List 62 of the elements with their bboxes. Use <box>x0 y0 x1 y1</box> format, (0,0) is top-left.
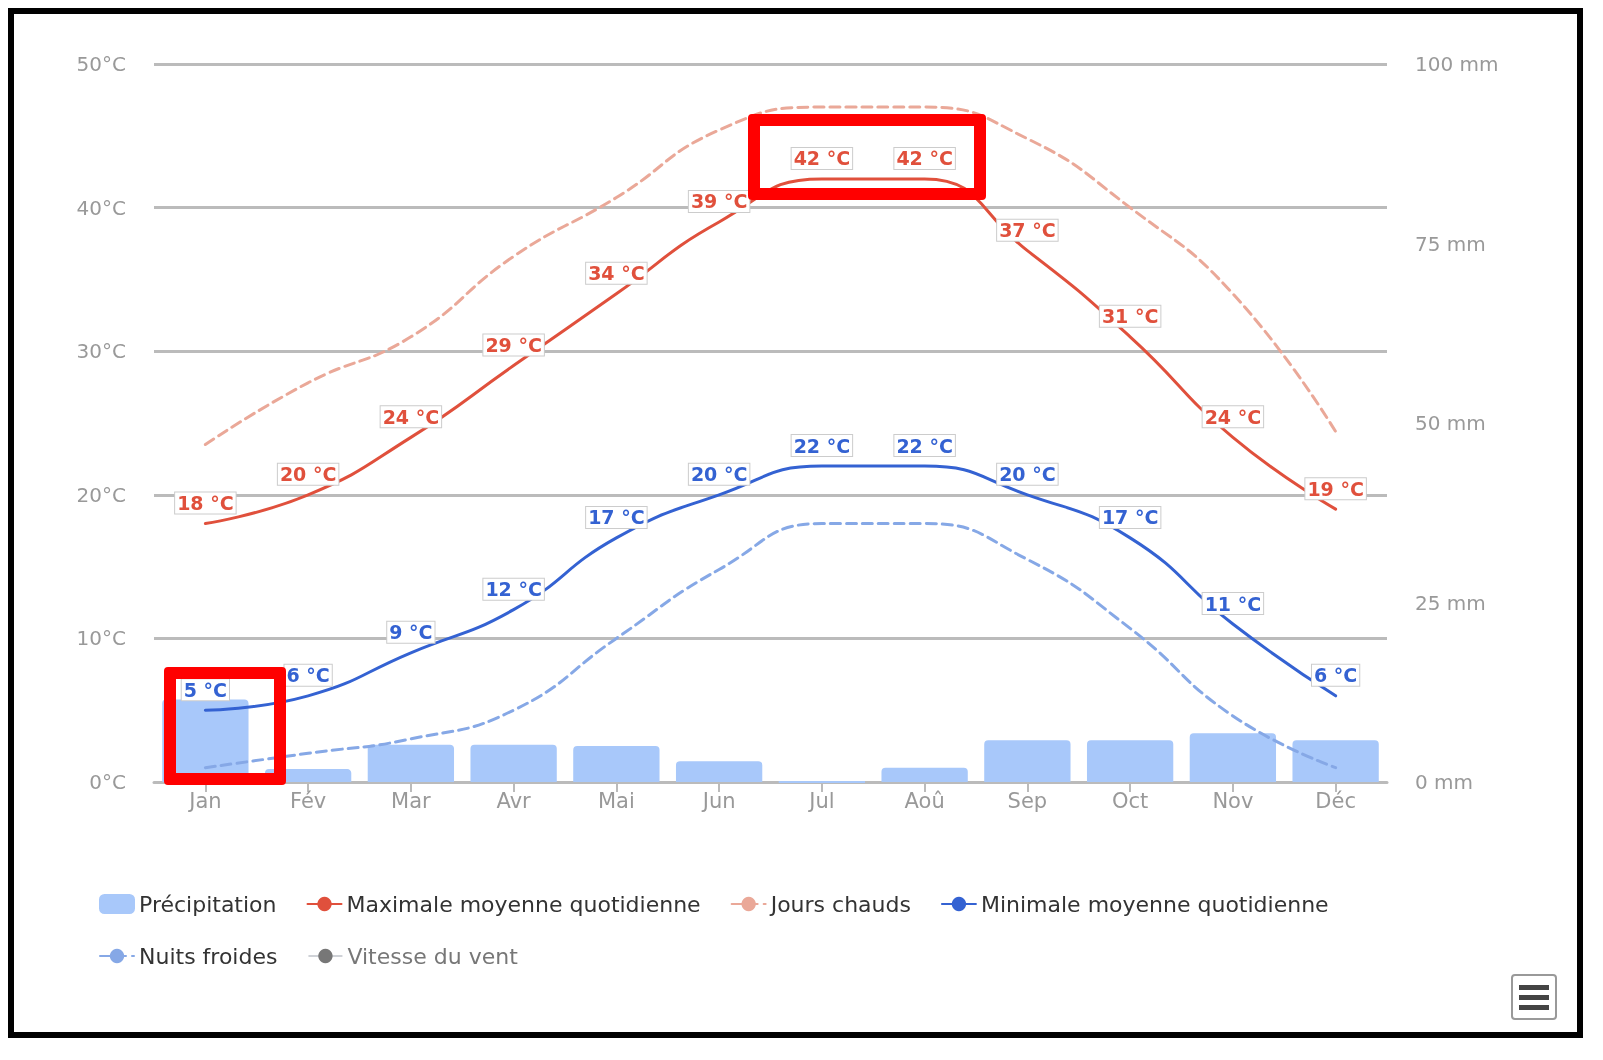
x-tick-label: Sep <box>1007 788 1048 813</box>
bar <box>675 761 763 782</box>
y-tick-label: 10°C <box>76 626 126 651</box>
data-label: 37 °C <box>999 219 1056 242</box>
x-tick-label: Aoû <box>904 788 945 813</box>
data-label: 42 °C <box>896 147 953 170</box>
data-label: 34 °C <box>588 262 645 285</box>
bar <box>1292 740 1379 782</box>
data-label: 24 °C <box>1204 405 1262 428</box>
data-label: 19 °C <box>1307 477 1364 500</box>
data-label: 6 °C <box>1313 664 1358 687</box>
data-label: 29 °C <box>485 334 542 357</box>
x-tick-label: Fév <box>289 788 327 813</box>
x-tick-label: Jun <box>700 788 736 813</box>
legend-label: Précipitation <box>139 891 277 917</box>
data-label: 18 °C <box>177 492 234 515</box>
data-label: 6 °C <box>286 664 330 687</box>
bar <box>367 744 455 782</box>
data-label: 17 °C <box>1101 506 1159 529</box>
data-label: 31 °C <box>1101 305 1159 328</box>
bar <box>984 740 1071 782</box>
x-tick-label: Nov <box>1212 788 1254 813</box>
legend-label: Minimale moyenne quotidienne <box>980 891 1329 917</box>
data-label: 20 °C <box>279 463 337 486</box>
bar <box>881 767 968 782</box>
data-label: 5 °C <box>183 678 228 701</box>
data-label: 22 °C <box>896 434 953 457</box>
data-label: 12 °C <box>485 578 542 601</box>
data-label: 11 °C <box>1204 592 1262 615</box>
y-tick-label: 20°C <box>76 482 126 507</box>
y2-tick-label: 100 mm <box>1415 52 1499 76</box>
x-tick-label: Oct <box>1111 788 1149 813</box>
legend-label: Nuits froides <box>139 943 278 969</box>
x-tick-label: Avr <box>496 788 532 813</box>
x-tick-label: Jan <box>187 788 222 813</box>
data-label: 22 °C <box>793 434 851 457</box>
y2-tick-label: 25 mm <box>1415 590 1486 615</box>
data-label: 20 °C <box>999 463 1056 486</box>
data-label: 24 °C <box>382 405 440 428</box>
legend-label: Jours chauds <box>768 891 911 917</box>
data-label: 20 °C <box>690 463 748 486</box>
y-tick-label: 40°C <box>76 195 126 220</box>
y2-tick-label: 0 mm <box>1415 770 1474 794</box>
data-label: 9 °C <box>389 621 433 644</box>
data-label: 39 °C <box>690 190 748 213</box>
bar <box>1086 740 1174 782</box>
y2-tick-label: 50 mm <box>1415 411 1486 435</box>
y-tick-label: 50°C <box>76 52 126 76</box>
bar <box>573 746 660 782</box>
data-label: 42 °C <box>793 147 851 170</box>
x-tick-label: Déc <box>1315 788 1356 813</box>
x-tick-label: Mai <box>597 788 635 813</box>
legend-label: Vitesse du vent <box>347 943 519 969</box>
x-tick-label: Jul <box>807 788 835 813</box>
y-tick-label: 30°C <box>76 339 126 364</box>
legend-label: Maximale moyenne quotidienne <box>346 891 701 917</box>
bar <box>470 744 557 782</box>
x-tick-label: Mar <box>391 788 432 813</box>
y2-tick-label: 75 mm <box>1415 231 1486 256</box>
y-tick-label: 0°C <box>89 770 126 794</box>
data-label: 17 °C <box>588 506 645 529</box>
bar <box>1189 733 1277 782</box>
